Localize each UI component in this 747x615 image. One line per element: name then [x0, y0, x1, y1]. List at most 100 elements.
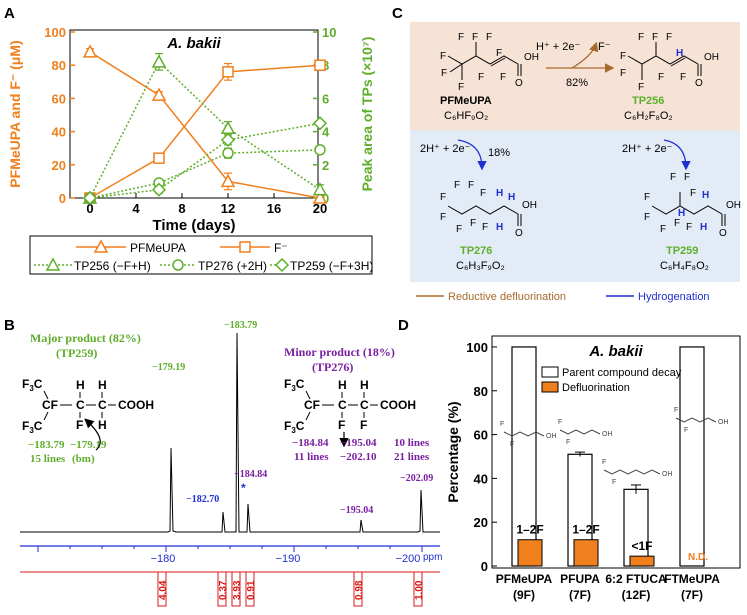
thumb3-f2: F	[612, 479, 616, 486]
tp256-h: H	[676, 48, 683, 59]
triangle-marker	[151, 87, 167, 101]
tp256-name: TP256	[632, 95, 664, 107]
minor-shift-3: −202.10	[340, 451, 377, 463]
structure-thumb-ftuca: F F OH	[602, 459, 673, 486]
right-tick-label: 10	[322, 25, 336, 40]
two-h-left: 2H⁺ + 2e⁻	[420, 143, 471, 155]
f3c-top: F3C	[22, 377, 43, 393]
right-tick-label: 6	[322, 91, 329, 106]
left-tick-label: 20	[52, 158, 66, 173]
triangle-marker	[312, 182, 328, 196]
square-marker	[314, 59, 326, 71]
tp259-name: TP259	[666, 245, 698, 257]
h-plus-label: H⁺ + 2e⁻	[536, 41, 581, 53]
tp256-f2: F	[638, 32, 644, 43]
triangle-marker	[82, 44, 98, 58]
legend-square-marker	[239, 241, 251, 253]
integrals: 4.04 0.37 3.93 0.91 0.98 1.00	[157, 572, 425, 607]
pfmeupa-name: PFMeUPA	[440, 95, 492, 107]
series-line	[89, 64, 321, 199]
c-atom-2: C	[98, 398, 107, 412]
h-top-1: H	[76, 378, 85, 392]
impurity-star: *	[241, 481, 246, 495]
structure-tp259: F3C CF C C COOH H H F H F3C	[22, 377, 154, 435]
panel-d-letter: D	[398, 317, 409, 334]
legend-tp276: TP276 (+2H)	[160, 259, 267, 273]
tp276-oh: OH	[522, 200, 537, 211]
legend-parent-label: Parent compound decay	[562, 367, 682, 379]
tp276-f2: F	[454, 180, 460, 191]
structure-tp259-c: F F F F F F F F H H H O OH	[644, 172, 741, 239]
square-marker	[222, 66, 234, 78]
f-minor-2: F	[360, 418, 367, 432]
tp276-h3: H	[496, 222, 503, 233]
pct-82: 82%	[566, 77, 588, 89]
tp259-h3: H	[700, 222, 707, 233]
thumb4-f1: F	[674, 407, 678, 414]
pfmeupa-formula: C₆HF₉O₂	[444, 110, 488, 122]
panel-a-series	[82, 44, 328, 206]
c-minor-2: C	[360, 398, 369, 412]
minor-lines-2: 10 lines	[394, 437, 430, 449]
integral-bracket	[353, 572, 363, 607]
major-product-sub: (TP259)	[56, 346, 97, 360]
tp276-h2: H	[508, 192, 515, 203]
integral-value: 0.91	[246, 580, 257, 600]
nmr-spectrum-trace	[20, 332, 440, 533]
structure-pfmeupa: F F F F F F F F F O OH	[440, 32, 539, 93]
tp276-f4: F	[480, 188, 486, 199]
cf-atom: CF	[42, 398, 58, 412]
x-tick-label: 0	[86, 201, 93, 216]
tp256-f6: F	[638, 82, 644, 93]
category-sublabel: (9F)	[513, 588, 535, 602]
legend-tp259-label: TP259 (−F+3H)	[290, 259, 373, 273]
minor-shift-2: −195.04	[340, 437, 377, 449]
tp256-f5: F	[620, 68, 626, 79]
minor-product-sub: (TP276)	[312, 360, 353, 374]
series-line	[89, 149, 321, 199]
d-y-tick-label: 20	[474, 515, 488, 530]
legend-pfmeupa: PFMeUPA	[76, 239, 186, 255]
panel-b-letter: B	[4, 317, 15, 334]
structure-tp256: F F F F F F H F F O OH	[620, 32, 719, 93]
x-tick-label: 4	[132, 201, 140, 216]
tp256-formula: C₆H₂F₈O₂	[624, 110, 673, 122]
legend-parent-swatch	[541, 366, 559, 378]
d-y-tick-label: 80	[474, 384, 488, 399]
integral-value: 3.93	[232, 580, 243, 600]
legend-fminus: F⁻	[220, 241, 288, 255]
ppm-tick-200: −200	[396, 553, 421, 565]
panel-a-ylabel-right: Peak area of TPs (×10⁷)	[359, 37, 375, 192]
legend-tp259: TP259 (−F+3H)	[270, 257, 373, 273]
tp276-name: TP276	[460, 245, 492, 257]
x-tick-label: 20	[313, 201, 327, 216]
major-bm: (bm)	[72, 453, 95, 465]
circle-marker	[222, 147, 234, 159]
tp276-f5: F	[440, 212, 446, 223]
triangle-marker	[220, 120, 236, 135]
tp259-f8: F	[686, 222, 692, 233]
tp256-oh: OH	[704, 52, 719, 63]
legend-reductive-label: Reductive defluorination	[448, 291, 566, 303]
cooh-minor: COOH	[380, 398, 416, 412]
series-line	[89, 122, 321, 199]
diamond-marker	[220, 132, 236, 147]
integral-value: 0.98	[354, 580, 365, 600]
structure-thumb-ftmeupa: F F OH	[674, 407, 729, 434]
panel-a-legend-box	[29, 235, 373, 275]
tp259-f7: F	[674, 218, 680, 229]
tp259-h1: H	[702, 190, 709, 201]
panel-a-xlabel: Time (days)	[152, 217, 235, 234]
square-marker	[153, 152, 165, 164]
integral-bracket	[245, 572, 255, 607]
cooh-major: COOH	[118, 398, 154, 412]
h-bottom-2: H	[98, 418, 107, 432]
minor-shift-1: −184.84	[292, 437, 329, 449]
f-bottom-1: F	[76, 418, 83, 432]
panel-d-title: A. bakii	[588, 343, 643, 360]
tp259-f6: F	[660, 224, 666, 235]
pfmeupa-f2: F	[458, 32, 464, 43]
panel-a-ylabel-left: PFMeUPA and F⁻ (μM)	[7, 40, 23, 187]
minor-lines-3: 21 lines	[394, 451, 430, 463]
box-top	[410, 22, 740, 130]
